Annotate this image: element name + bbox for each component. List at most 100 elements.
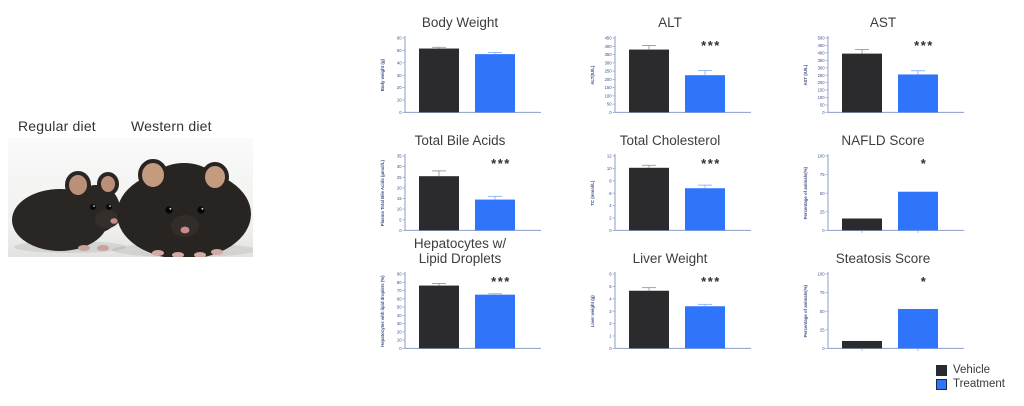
svg-text:0: 0 xyxy=(822,228,825,233)
svg-text:400: 400 xyxy=(605,44,613,49)
chart-title: Total Cholesterol xyxy=(619,132,721,148)
svg-text:75: 75 xyxy=(820,172,825,177)
regular-diet-label: Regular diet xyxy=(18,118,96,134)
svg-text:90: 90 xyxy=(397,272,402,277)
svg-text:50: 50 xyxy=(397,305,402,310)
svg-text:10: 10 xyxy=(397,207,402,212)
svg-text:100: 100 xyxy=(605,93,613,98)
chart-title: AST xyxy=(869,14,897,30)
svg-text:100: 100 xyxy=(818,272,826,277)
svg-text:400: 400 xyxy=(818,50,826,55)
svg-text:*: * xyxy=(921,274,928,289)
bar-plot: 0 1 2 3 4 5 6 Liver weight (g) *** xyxy=(590,272,751,351)
svg-text:0: 0 xyxy=(609,110,612,115)
svg-text:150: 150 xyxy=(605,85,613,90)
svg-text:35: 35 xyxy=(397,154,402,159)
svg-text:Plasma Total Bile Acids (μmol/: Plasma Total Bile Acids (μmol/L) xyxy=(380,160,385,227)
svg-text:300: 300 xyxy=(605,60,613,65)
svg-text:350: 350 xyxy=(605,52,613,57)
svg-text:20: 20 xyxy=(397,330,402,335)
svg-text:0: 0 xyxy=(399,110,402,115)
svg-text:30: 30 xyxy=(397,73,402,78)
svg-text:0: 0 xyxy=(399,346,402,351)
chart-hepatocytes-lipid-droplets: Hepatocytes w/ Lipid Droplets 0 10 20 30 40 5… xyxy=(375,236,545,356)
svg-text:60: 60 xyxy=(397,297,402,302)
svg-text:450: 450 xyxy=(605,36,613,41)
bar-plot: 0 50 100 150 200 250 300 350 400 450 ALT(IU/L) *** xyxy=(590,36,751,115)
svg-text:10: 10 xyxy=(607,166,612,171)
svg-text:200: 200 xyxy=(818,80,826,85)
treatment-swatch xyxy=(936,378,947,390)
svg-text:TC (mmol/L): TC (mmol/L) xyxy=(590,180,595,206)
svg-text:Percentage of animals(%): Percentage of animals(%) xyxy=(803,166,808,219)
svg-text:50: 50 xyxy=(820,309,825,314)
svg-text:1: 1 xyxy=(609,334,612,339)
svg-text:10: 10 xyxy=(397,98,402,103)
svg-text:AST (IU/L): AST (IU/L) xyxy=(803,64,808,85)
bar-plot: 0 10 20 30 40 50 60 70 80 90 Hepatocytes with lipi… xyxy=(380,272,541,351)
regular-diet-mouse xyxy=(12,171,120,251)
svg-text:0: 0 xyxy=(609,228,612,233)
svg-text:0: 0 xyxy=(822,346,825,351)
svg-text:200: 200 xyxy=(605,77,613,82)
svg-text:500: 500 xyxy=(818,36,826,41)
chart-alt: ALT 0 50 100 150 200 250 300 350 400 450 ALT(IU/L)… xyxy=(585,6,755,120)
svg-text:250: 250 xyxy=(605,69,613,74)
chart-title: Hepatocytes w/ Lipid Droplets xyxy=(413,236,507,267)
svg-text:***: *** xyxy=(701,38,721,53)
svg-text:0: 0 xyxy=(609,346,612,351)
svg-text:0: 0 xyxy=(822,110,825,115)
svg-text:***: *** xyxy=(701,156,721,171)
svg-text:4: 4 xyxy=(609,203,612,208)
svg-text:8: 8 xyxy=(609,178,612,183)
western-diet-mouse xyxy=(117,159,251,257)
svg-text:Percentage of animals(%): Percentage of animals(%) xyxy=(803,284,808,337)
svg-text:25: 25 xyxy=(397,175,402,180)
chart-title: Body Weight xyxy=(421,14,499,30)
legend-item-treatment: Treatment xyxy=(936,378,1005,390)
svg-text:100: 100 xyxy=(818,154,826,159)
chart-title: ALT xyxy=(658,14,682,30)
chart-title: Total Bile Acids xyxy=(414,132,506,148)
svg-text:250: 250 xyxy=(818,73,826,78)
svg-text:150: 150 xyxy=(818,88,826,93)
svg-text:15: 15 xyxy=(397,196,402,201)
svg-text:30: 30 xyxy=(397,321,402,326)
svg-text:6: 6 xyxy=(609,272,612,277)
svg-text:5: 5 xyxy=(399,217,402,222)
svg-text:*: * xyxy=(921,156,928,171)
vehicle-swatch xyxy=(936,364,947,376)
svg-text:100: 100 xyxy=(818,95,826,100)
svg-text:50: 50 xyxy=(820,103,825,108)
svg-text:350: 350 xyxy=(818,58,826,63)
chart-total-bile-acids: Total Bile Acids 0 5 10 15 20 25 30 35 Plasma To… xyxy=(375,124,545,238)
legend-label: Treatment xyxy=(953,378,1005,390)
svg-text:75: 75 xyxy=(820,290,825,295)
svg-text:450: 450 xyxy=(818,43,826,48)
svg-text:Hepatocytes with lipid droplet: Hepatocytes with lipid droplets (%) xyxy=(380,275,385,347)
chart-nafld-score: NAFLD Score 0 25 50 75 100 Percentage of anim… xyxy=(798,124,968,238)
chart-total-cholesterol: Total Cholesterol 0 2 4 6 8 10 12 TC (mmol/L) **… xyxy=(585,124,755,238)
svg-text:4: 4 xyxy=(609,296,612,301)
chart-body-weight: Body Weight 0 10 20 30 40 50 60 Body weight (g) xyxy=(375,6,545,120)
svg-text:***: *** xyxy=(491,274,511,289)
bar-plot: 0 5 10 15 20 25 30 35 Plasma Total Bile Acids (μ… xyxy=(380,154,541,233)
svg-text:***: *** xyxy=(701,274,721,289)
svg-text:***: *** xyxy=(491,156,511,171)
svg-text:Liver weight (g): Liver weight (g) xyxy=(590,295,595,327)
svg-text:40: 40 xyxy=(397,60,402,65)
chart-steatosis-score: Steatosis Score 0 25 50 75 100 Percentage of … xyxy=(798,236,968,356)
svg-text:30: 30 xyxy=(397,164,402,169)
svg-text:Body weight (g): Body weight (g) xyxy=(380,59,385,92)
chart-title: Steatosis Score xyxy=(835,250,931,266)
bar-plot: 0 25 50 75 100 Percentage of animals(%) * xyxy=(803,272,964,351)
chart-title: Liver Weight xyxy=(632,250,708,266)
svg-text:2: 2 xyxy=(609,321,612,326)
bar-plot: 0 10 20 30 40 50 60 Body weight (g) xyxy=(380,36,541,115)
legend-item-vehicle: Vehicle xyxy=(936,364,1005,376)
svg-text:40: 40 xyxy=(397,313,402,318)
legend-label: Vehicle xyxy=(953,364,991,376)
svg-text:20: 20 xyxy=(397,85,402,90)
svg-text:25: 25 xyxy=(820,327,825,332)
svg-text:***: *** xyxy=(914,38,934,53)
